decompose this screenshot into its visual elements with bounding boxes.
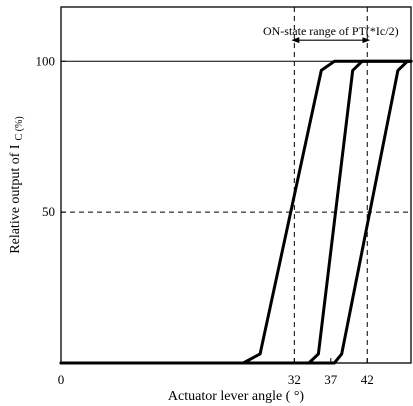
annotation-text: ON-state range of PT(*Ic/2) — [263, 24, 399, 38]
y-axis-label: Relative output of I C (%) — [6, 116, 25, 253]
tick-labels: 0 32 37 42 50 100 — [36, 53, 374, 387]
y-axis-label-subscript: C (%) — [14, 116, 25, 140]
x-tick-label: 32 — [288, 372, 301, 387]
y-axis-label-main: Relative output of I — [8, 144, 23, 254]
y-tick-label: 100 — [36, 53, 56, 68]
x-axis-label: Actuator lever angle ( °) — [168, 389, 305, 404]
y-tick-label: 50 — [42, 204, 55, 219]
annotation: ON-state range of PT(*Ic/2) — [263, 24, 399, 44]
plot-frame — [60, 6, 412, 364]
x-tick-label: 42 — [361, 372, 374, 387]
x-tick-label: 37 — [324, 372, 338, 387]
x-tick-label: 0 — [58, 372, 65, 387]
